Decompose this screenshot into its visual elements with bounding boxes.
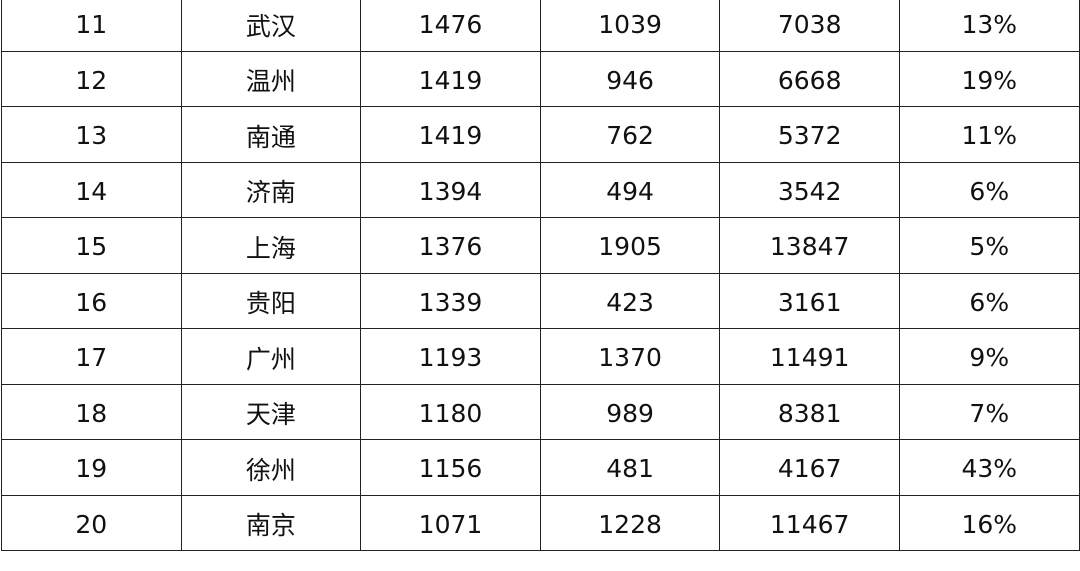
value-2-cell: 1905 <box>539 217 721 274</box>
value-2-cell: 1370 <box>539 328 721 385</box>
rank-cell: 20 <box>1 494 182 551</box>
value-1-cell: 1394 <box>360 161 541 218</box>
city-cell: 南京 <box>180 494 362 551</box>
city-cell: 温州 <box>180 50 362 107</box>
city-ranking-table: 11 武汉 1476 1039 7038 13% 12 温州 1419 946 6668 19% 13 南… <box>1 0 1080 551</box>
value-1-cell: 1193 <box>360 328 541 385</box>
city-cell: 广州 <box>180 328 362 385</box>
rank-cell: 12 <box>1 50 182 107</box>
value-2-cell: 1039 <box>539 0 721 52</box>
value-3-cell: 7038 <box>719 0 900 52</box>
percent-cell: 6% <box>898 272 1080 329</box>
value-3-cell: 11491 <box>719 328 900 385</box>
value-1-cell: 1476 <box>360 0 541 52</box>
value-1-cell: 1156 <box>360 439 541 496</box>
city-cell: 武汉 <box>180 0 362 52</box>
value-3-cell: 13847 <box>719 217 900 274</box>
table-row: 17 广州 1193 1370 11491 9% <box>1 328 1080 385</box>
rank-cell: 15 <box>1 217 182 274</box>
value-1-cell: 1180 <box>360 383 541 440</box>
percent-cell: 16% <box>898 494 1080 551</box>
rank-cell: 14 <box>1 161 182 218</box>
city-cell: 天津 <box>180 383 362 440</box>
value-3-cell: 3161 <box>719 272 900 329</box>
value-1-cell: 1419 <box>360 50 541 107</box>
table-row: 11 武汉 1476 1039 7038 13% <box>1 0 1080 52</box>
value-3-cell: 5372 <box>719 106 900 163</box>
value-3-cell: 4167 <box>719 439 900 496</box>
city-cell: 南通 <box>180 106 362 163</box>
city-cell: 上海 <box>180 217 362 274</box>
table-row: 13 南通 1419 762 5372 11% <box>1 106 1080 163</box>
city-cell: 徐州 <box>180 439 362 496</box>
value-3-cell: 3542 <box>719 161 900 218</box>
value-3-cell: 11467 <box>719 494 900 551</box>
rank-cell: 19 <box>1 439 182 496</box>
value-2-cell: 494 <box>539 161 721 218</box>
rank-cell: 18 <box>1 383 182 440</box>
percent-cell: 13% <box>898 0 1080 52</box>
value-2-cell: 946 <box>539 50 721 107</box>
value-3-cell: 8381 <box>719 383 900 440</box>
rank-cell: 13 <box>1 106 182 163</box>
percent-cell: 6% <box>898 161 1080 218</box>
value-1-cell: 1376 <box>360 217 541 274</box>
value-1-cell: 1071 <box>360 494 541 551</box>
table-row: 19 徐州 1156 481 4167 43% <box>1 439 1080 496</box>
rank-cell: 17 <box>1 328 182 385</box>
value-2-cell: 423 <box>539 272 721 329</box>
value-2-cell: 481 <box>539 439 721 496</box>
percent-cell: 11% <box>898 106 1080 163</box>
value-2-cell: 762 <box>539 106 721 163</box>
percent-cell: 19% <box>898 50 1080 107</box>
percent-cell: 5% <box>898 217 1080 274</box>
value-1-cell: 1419 <box>360 106 541 163</box>
table-row: 18 天津 1180 989 8381 7% <box>1 383 1080 440</box>
rank-cell: 11 <box>1 0 182 52</box>
value-2-cell: 989 <box>539 383 721 440</box>
percent-cell: 9% <box>898 328 1080 385</box>
city-cell: 济南 <box>180 161 362 218</box>
table-row: 14 济南 1394 494 3542 6% <box>1 161 1080 218</box>
city-cell: 贵阳 <box>180 272 362 329</box>
table-row: 16 贵阳 1339 423 3161 6% <box>1 272 1080 329</box>
value-1-cell: 1339 <box>360 272 541 329</box>
value-3-cell: 6668 <box>719 50 900 107</box>
table-row: 15 上海 1376 1905 13847 5% <box>1 217 1080 274</box>
percent-cell: 7% <box>898 383 1080 440</box>
rank-cell: 16 <box>1 272 182 329</box>
value-2-cell: 1228 <box>539 494 721 551</box>
table-row: 20 南京 1071 1228 11467 16% <box>1 494 1080 551</box>
percent-cell: 43% <box>898 439 1080 496</box>
table-row: 12 温州 1419 946 6668 19% <box>1 50 1080 107</box>
